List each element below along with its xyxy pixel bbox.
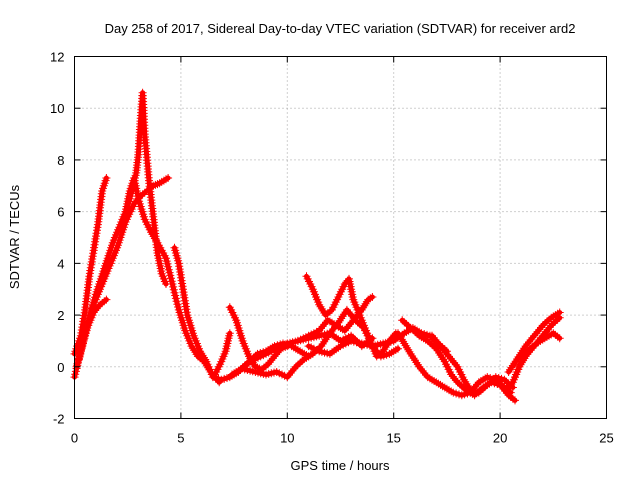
x-tick-label: 0 bbox=[71, 431, 78, 446]
y-tick-label: 4 bbox=[57, 256, 64, 271]
series-line bbox=[229, 341, 312, 377]
series-plus-markers bbox=[210, 329, 234, 379]
y-tick-label: 2 bbox=[57, 308, 64, 323]
series-plus-markers bbox=[502, 313, 564, 395]
x-tick-label: 10 bbox=[280, 431, 294, 446]
y-tick-label: 12 bbox=[50, 50, 64, 65]
plot-frame bbox=[74, 56, 607, 419]
series-plus-markers bbox=[228, 339, 313, 379]
series-plus-markers bbox=[504, 308, 564, 376]
x-tick-label: 20 bbox=[493, 431, 507, 446]
series-group bbox=[70, 88, 564, 405]
chart-title: Day 258 of 2017, Sidereal Day-to-day VTE… bbox=[105, 21, 576, 36]
series-track-4 bbox=[74, 88, 170, 363]
x-tick-label: 25 bbox=[599, 431, 613, 446]
series-plus-markers bbox=[428, 331, 517, 397]
series-track-8 bbox=[225, 303, 292, 374]
series-track-12 bbox=[293, 293, 377, 345]
series-track-5 bbox=[121, 174, 224, 387]
y-tick-label: 6 bbox=[57, 205, 64, 220]
y-axis-label: SDTVAR / TECUs bbox=[7, 184, 22, 289]
x-tick-label: 5 bbox=[177, 431, 184, 446]
axis-ticks: -2 0 2 4 6 8 10 12 0 5 10 15 20 25 bbox=[50, 50, 614, 446]
series-track-17 bbox=[502, 313, 564, 395]
series-plus-markers bbox=[225, 303, 292, 374]
series-track-7 bbox=[210, 329, 234, 379]
y-tick-label: 8 bbox=[57, 153, 64, 168]
series-plus-markers bbox=[293, 293, 377, 345]
series-track-16 bbox=[428, 331, 517, 397]
y-tick-label: -2 bbox=[53, 412, 65, 427]
series-track-18 bbox=[511, 329, 564, 382]
series-plus-markers bbox=[121, 174, 224, 387]
series-plus-markers bbox=[511, 329, 564, 382]
y-tick-label: 10 bbox=[50, 101, 64, 116]
x-axis-label: GPS time / hours bbox=[291, 458, 390, 473]
series-track-9 bbox=[228, 339, 313, 379]
y-tick-label: 0 bbox=[57, 360, 64, 375]
x-tick-label: 15 bbox=[386, 431, 400, 446]
series-track-19 bbox=[504, 308, 564, 376]
